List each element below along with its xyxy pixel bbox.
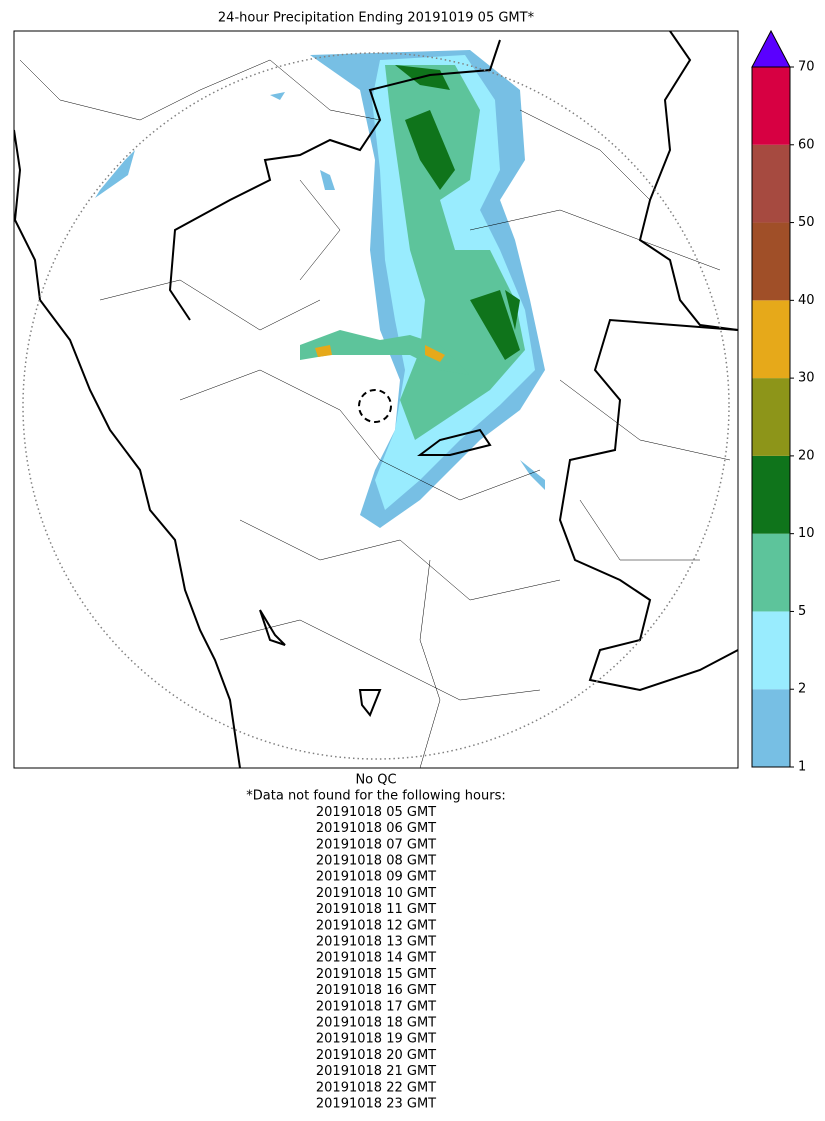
- footnote-line: 20191018 10 GMT: [316, 886, 436, 901]
- footnote-line: 20191018 19 GMT: [316, 1032, 436, 1047]
- footnote-line: 20191018 22 GMT: [316, 1080, 436, 1095]
- radar-range-ring: [22, 52, 730, 760]
- footnote-line: 20191018 08 GMT: [316, 854, 436, 869]
- footnote-line: 20191018 18 GMT: [316, 1016, 436, 1031]
- colorbar-frame: [751, 66, 791, 768]
- footnote-line: 20191018 17 GMT: [316, 999, 436, 1014]
- footnote-line: 20191018 11 GMT: [316, 902, 436, 917]
- colorbar: 1 2 5 10 20 30 40 50 60 70: [751, 29, 815, 775]
- colorbar-tick-label: 60: [798, 137, 815, 152]
- colorbar-segment: [752, 300, 790, 379]
- footnote-line: 20191018 06 GMT: [316, 821, 436, 836]
- colorbar-tick-label: 70: [798, 60, 815, 75]
- footnote-line: 20191018 23 GMT: [316, 1097, 436, 1112]
- colorbar-tick-label: 2: [798, 682, 806, 697]
- colorbar-segment: [752, 222, 790, 301]
- colorbar-tick-label: 5: [798, 604, 806, 619]
- colorbar-segment: [752, 455, 790, 534]
- district-boundaries: [19, 59, 731, 768]
- colorbar-tick-label: 30: [798, 371, 815, 386]
- footnote-line: 20191018 20 GMT: [316, 1048, 436, 1063]
- colorbar-segment: [752, 689, 790, 767]
- colorbar-tick-label: 50: [798, 215, 815, 230]
- colorbar-segment: [752, 67, 790, 145]
- colorbar-segment: [752, 533, 790, 612]
- colorbar-segment: [752, 378, 790, 456]
- footnote-line: No QC: [355, 773, 396, 788]
- precip-field: [95, 50, 545, 528]
- footnote: No QC*Data not found for the following h…: [246, 773, 505, 1112]
- footnote-line: 20191018 21 GMT: [316, 1064, 436, 1079]
- footnote-line: 20191018 16 GMT: [316, 983, 436, 998]
- colorbar-segment: [752, 144, 790, 223]
- footnote-line: 20191018 09 GMT: [316, 870, 436, 885]
- map: [13, 30, 739, 769]
- colorbar-tick-label: 10: [798, 526, 815, 541]
- radar-site: [358, 389, 392, 423]
- footnote-line: 20191018 13 GMT: [316, 935, 436, 950]
- colorbar-tick-label: 40: [798, 293, 815, 308]
- footnote-line: *Data not found for the following hours:: [246, 789, 505, 804]
- map-frame: [13, 30, 739, 769]
- colorbar-tick-label: 1: [798, 760, 806, 775]
- colorbar-segment: [752, 611, 790, 690]
- map-title: 24-hour Precipitation Ending 20191019 05…: [218, 11, 535, 26]
- footnote-line: 20191018 14 GMT: [316, 951, 436, 966]
- footnote-line: 20191018 12 GMT: [316, 918, 436, 933]
- colorbar-tick-label: 20: [798, 448, 815, 463]
- footnote-line: 20191018 15 GMT: [316, 967, 436, 982]
- footnote-line: 20191018 05 GMT: [316, 805, 436, 820]
- state-boundaries: [14, 31, 738, 768]
- footnote-line: 20191018 07 GMT: [316, 837, 436, 852]
- colorbar-extension: [751, 29, 791, 68]
